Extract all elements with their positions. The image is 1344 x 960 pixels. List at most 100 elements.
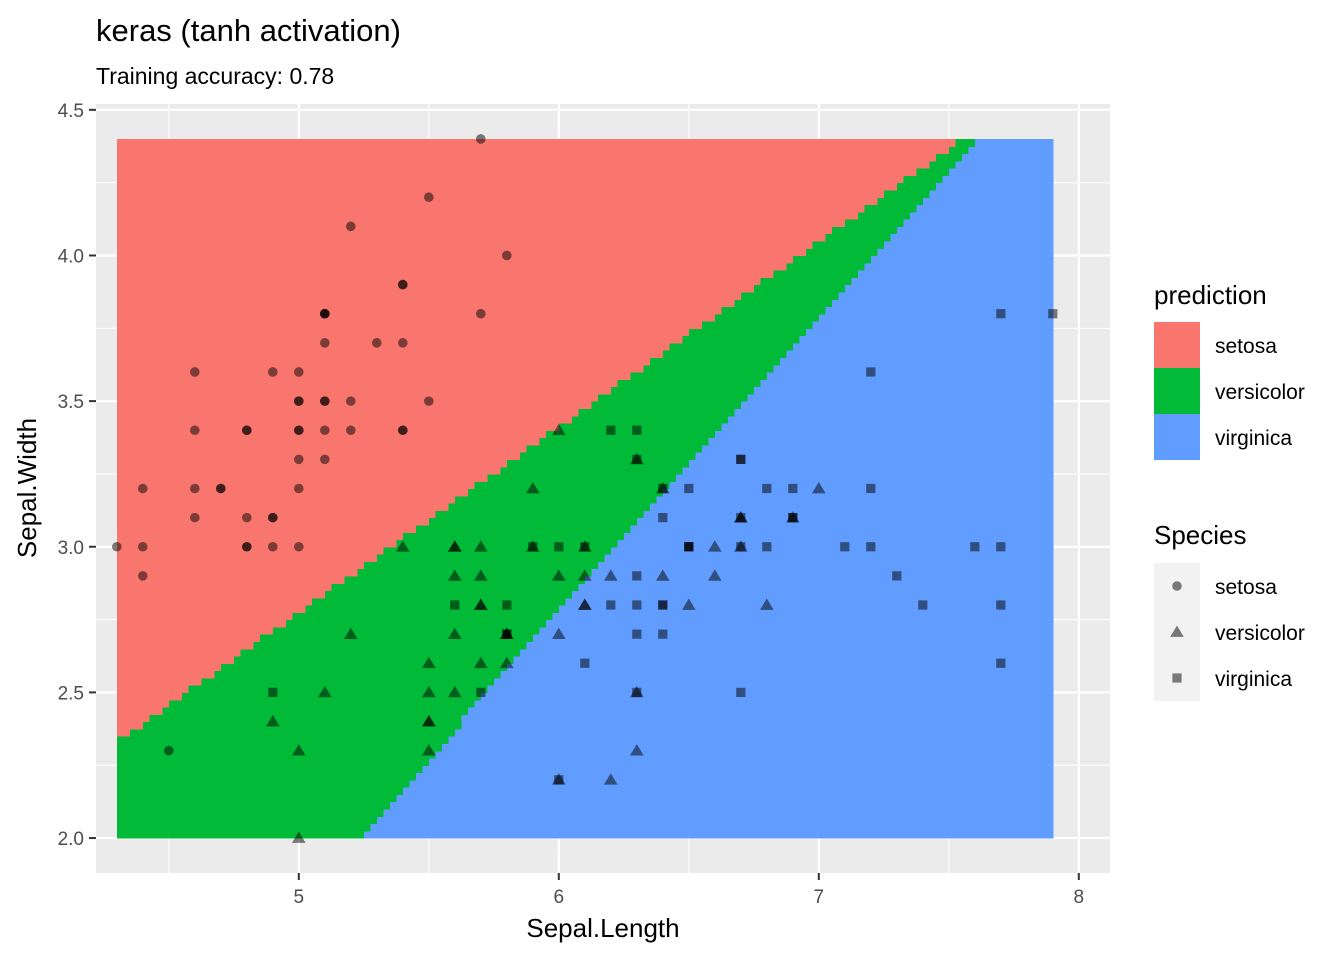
- region-cell-virginica: [851, 277, 859, 839]
- region-cell-versicolor: [188, 685, 196, 839]
- region-cell-setosa: [851, 138, 859, 220]
- point-virginica: [658, 600, 668, 610]
- region-cell-setosa: [155, 138, 163, 715]
- region-cell-versicolor: [168, 699, 176, 839]
- region-cell-virginica: [435, 750, 443, 839]
- region-cell-versicolor: [305, 605, 313, 839]
- region-cell-virginica: [643, 510, 651, 839]
- region-cell-versicolor: [129, 728, 137, 839]
- region-cell-virginica: [942, 175, 950, 839]
- point-versicolor: [421, 656, 436, 669]
- region-cell-setosa: [584, 138, 592, 409]
- chart-subtitle: Training accuracy: 0.78: [96, 63, 334, 89]
- region-cell-setosa: [363, 138, 371, 562]
- point-setosa: [294, 425, 304, 436]
- region-cell-virginica: [441, 743, 449, 839]
- region-cell-versicolor: [883, 189, 891, 242]
- point-setosa: [294, 367, 304, 377]
- point-virginica: [632, 454, 642, 464]
- region-cell-setosa: [376, 138, 384, 555]
- point-setosa: [216, 483, 226, 494]
- region-cell-virginica: [409, 779, 417, 839]
- legend-label-versicolor: versicolor: [1215, 622, 1305, 645]
- region-cell-setosa: [552, 138, 560, 431]
- region-cell-virginica: [773, 364, 781, 839]
- region-cell-versicolor: [396, 539, 404, 795]
- region-cell-setosa: [864, 138, 872, 206]
- region-cell-setosa: [545, 138, 553, 431]
- point-virginica: [658, 629, 668, 639]
- point-virginica: [606, 600, 616, 610]
- region-cell-setosa: [844, 138, 852, 220]
- region-cell-setosa: [493, 138, 501, 475]
- region-cell-virginica: [903, 219, 911, 839]
- region-cell-setosa: [753, 138, 761, 286]
- point-setosa: [346, 396, 356, 406]
- region-cell-virginica: [877, 248, 885, 839]
- region-cell-virginica: [825, 306, 833, 839]
- point-setosa: [346, 221, 356, 232]
- region-cell-virginica: [448, 736, 456, 839]
- point-setosa: [294, 454, 304, 465]
- point-versicolor: [265, 715, 280, 727]
- point-versicolor: [473, 656, 488, 669]
- region-cell-virginica: [662, 488, 670, 839]
- region-cell-setosa: [513, 138, 521, 460]
- point-versicolor: [447, 685, 462, 698]
- region-cell-virginica: [422, 765, 430, 839]
- region-cell-versicolor: [786, 262, 794, 351]
- region-cell-virginica: [974, 138, 982, 839]
- region-cell-setosa: [266, 138, 274, 635]
- region-cell-virginica: [487, 685, 495, 839]
- region-cell-setosa: [714, 138, 722, 315]
- point-setosa: [138, 483, 148, 494]
- legend-prediction-title: prediction: [1154, 280, 1267, 310]
- region-cell-setosa: [370, 138, 378, 562]
- region-cell-virginica: [675, 473, 683, 839]
- region-cell-virginica: [922, 197, 930, 839]
- point-versicolor: [525, 482, 540, 494]
- region-cell-virginica: [708, 437, 716, 839]
- region-cell-setosa: [779, 138, 787, 271]
- region-cell-setosa: [565, 138, 573, 424]
- point-virginica: [788, 513, 798, 523]
- region-cell-setosa: [857, 138, 865, 213]
- region-cell-virginica: [656, 495, 664, 839]
- region-cell-setosa: [272, 138, 280, 628]
- region-cell-setosa: [435, 138, 443, 511]
- region-cell-versicolor: [929, 160, 937, 191]
- region-cell-versicolor: [747, 291, 755, 395]
- region-cell-virginica: [831, 299, 839, 839]
- region-cell-versicolor: [857, 211, 865, 271]
- point-virginica: [840, 542, 850, 552]
- region-cell-setosa: [279, 138, 287, 628]
- point-versicolor: [655, 569, 670, 581]
- region-cell-setosa: [877, 138, 885, 198]
- region-cell-versicolor: [506, 459, 514, 664]
- point-setosa: [268, 541, 278, 552]
- point-virginica: [658, 483, 668, 494]
- point-virginica: [736, 513, 746, 523]
- region-cell-versicolor: [669, 342, 677, 482]
- region-cell-virginica: [701, 444, 709, 839]
- region-cell-setosa: [643, 138, 651, 366]
- region-cell-versicolor: [948, 146, 956, 169]
- region-cell-setosa: [181, 138, 189, 694]
- region-cell-versicolor: [285, 619, 293, 839]
- region-cell-versicolor: [376, 554, 384, 817]
- region-cell-versicolor: [909, 175, 917, 213]
- region-cell-setosa: [734, 138, 742, 300]
- region-cell-virginica: [623, 532, 631, 839]
- point-setosa: [294, 541, 304, 552]
- region-cell-setosa: [448, 138, 456, 504]
- region-cell-setosa: [285, 138, 293, 621]
- region-cell-versicolor: [870, 204, 878, 257]
- point-virginica: [554, 775, 564, 785]
- point-virginica: [736, 542, 746, 552]
- region-cell-setosa: [357, 138, 365, 570]
- legend-key-setosa: [1154, 322, 1200, 368]
- point-versicolor: [551, 569, 566, 581]
- region-cell-virginica: [714, 430, 722, 839]
- region-cell-versicolor: [409, 532, 417, 781]
- region-cell-versicolor: [474, 481, 482, 701]
